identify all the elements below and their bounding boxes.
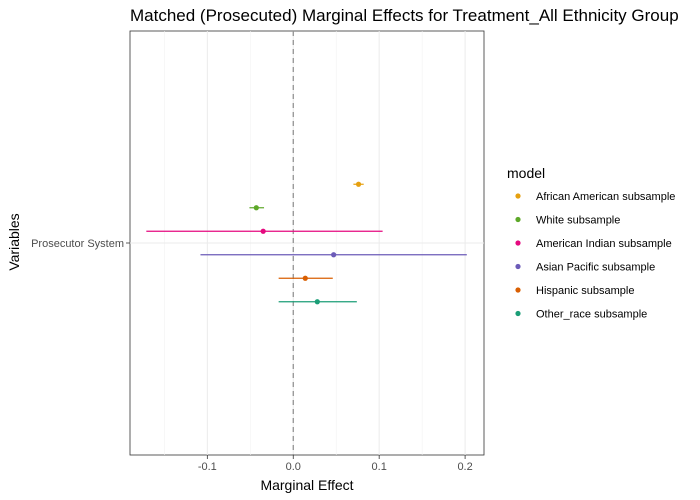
x-tick-label: 0.1 (372, 461, 387, 473)
legend-key (515, 240, 521, 246)
legend-label: White subsample (536, 215, 620, 227)
legend-label: Hispanic subsample (536, 285, 634, 297)
x-axis-ticks: -0.1 0.0 0.1 0.2 (198, 455, 473, 473)
chart-marks (146, 181, 467, 305)
x-tick-label: 0.2 (457, 461, 472, 473)
chart-title: Matched (Prosecuted) Marginal Effects fo… (130, 6, 679, 25)
legend-title: model (507, 165, 545, 181)
series-4 (278, 275, 333, 281)
legend-item: Other_race subsample (515, 309, 647, 321)
legend-label: Asian Pacific subsample (536, 262, 655, 274)
legend: African American subsample White subsampl… (515, 191, 675, 321)
y-axis-label: Variables (6, 213, 22, 270)
x-axis-label: Marginal Effect (260, 477, 353, 493)
legend-key (515, 263, 521, 270)
x-tick-label: 0.0 (286, 461, 301, 473)
legend-key (515, 310, 521, 317)
legend-key (515, 193, 521, 199)
x-tick-label: -0.1 (198, 461, 217, 473)
legend-label: African American subsample (536, 191, 675, 203)
legend-item: White subsample (515, 215, 620, 227)
legend-label: American Indian subsample (536, 238, 672, 250)
legend-key (515, 287, 521, 293)
legend-item: Hispanic subsample (515, 285, 634, 297)
legend-item: African American subsample (515, 191, 675, 203)
point-estimate (260, 228, 266, 234)
point-estimate (253, 205, 259, 211)
legend-label: Other_race subsample (536, 309, 647, 321)
point-estimate (302, 275, 308, 281)
y-tick-label: Prosecutor System (31, 238, 124, 250)
series-5 (278, 299, 357, 305)
series-1 (249, 205, 265, 211)
legend-item: American Indian subsample (515, 238, 672, 250)
series-3 (200, 252, 467, 258)
point-estimate (314, 299, 320, 305)
y-axis-ticks: Prosecutor System (31, 238, 130, 250)
legend-item: Asian Pacific subsample (515, 262, 655, 274)
legend-key (515, 216, 521, 223)
point-estimate (355, 181, 362, 187)
series-2 (146, 228, 383, 234)
series-0 (353, 181, 364, 187)
point-estimate (331, 252, 337, 258)
